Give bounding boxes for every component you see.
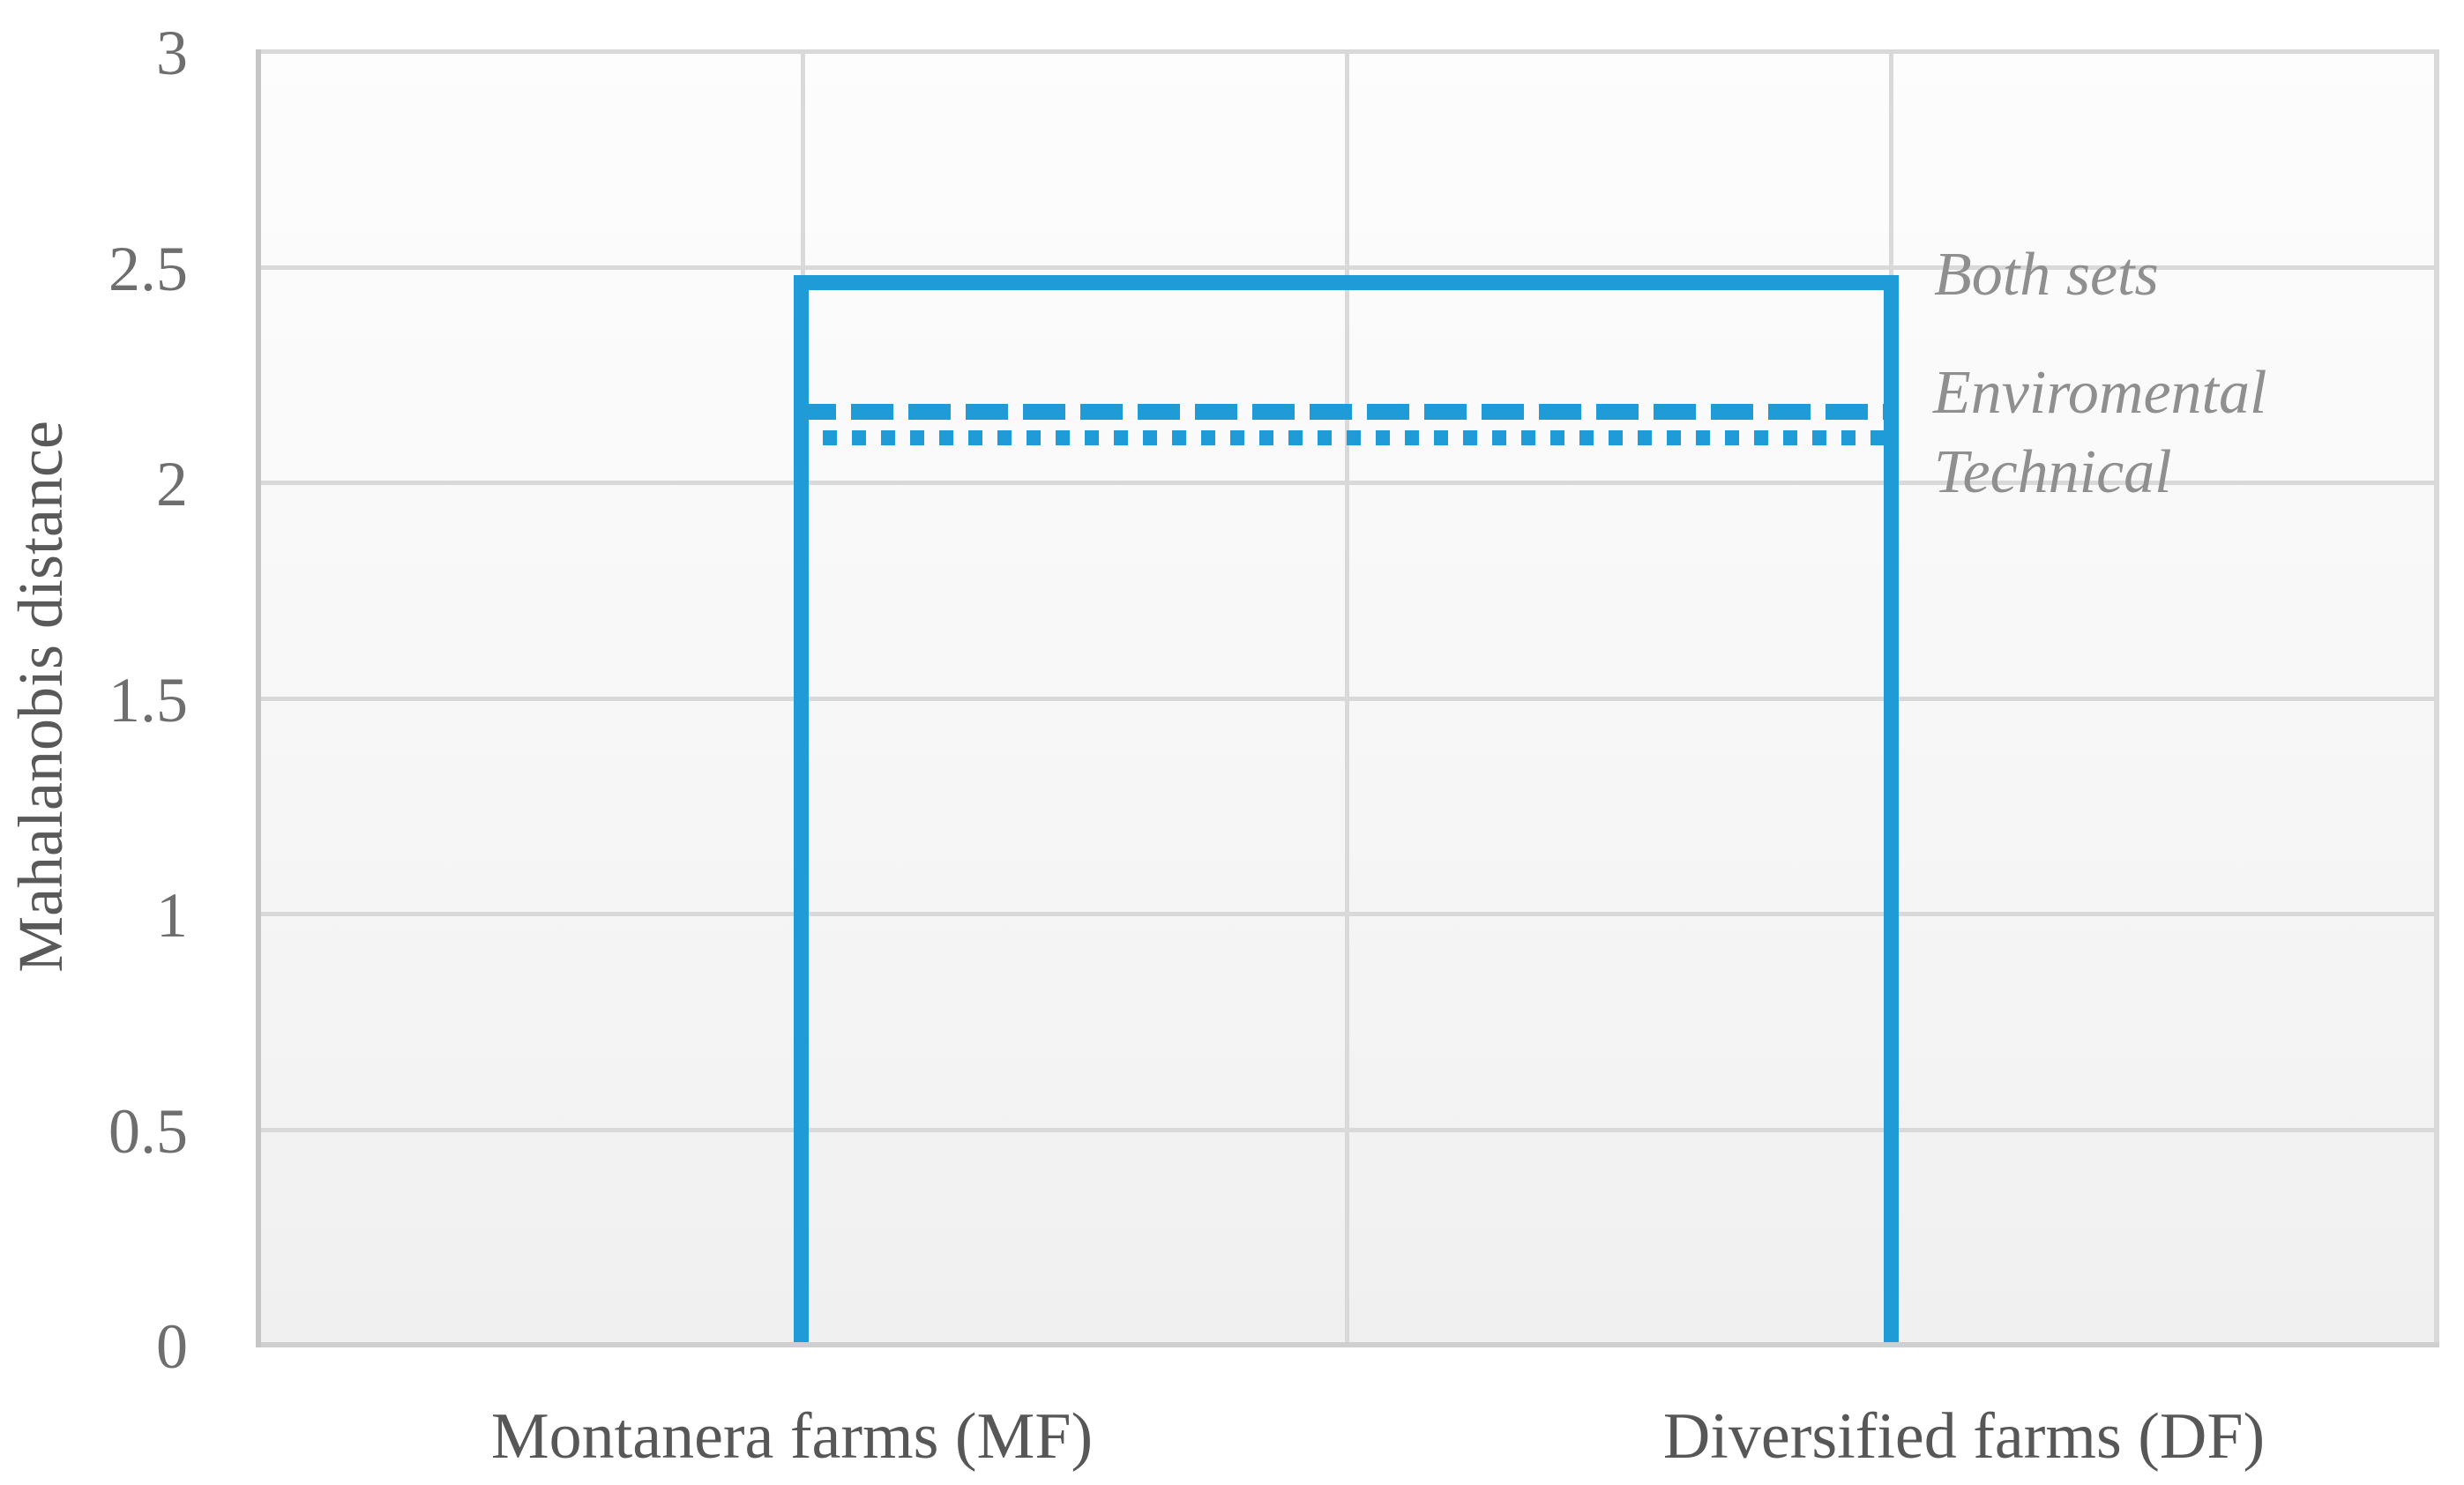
series-line-technical <box>794 430 1899 445</box>
series-drop-line-df <box>1884 275 1899 1342</box>
plot-right-border <box>2434 49 2439 1347</box>
y-tick-label-0-5: 0.5 <box>108 1096 188 1167</box>
series-label-both-sets: Both sets <box>1934 241 2159 309</box>
series-line-both-sets <box>794 275 1899 290</box>
y-tick-label-1: 1 <box>156 880 188 951</box>
y-axis-line <box>256 49 261 1347</box>
y-tick-label-1-5: 1.5 <box>108 665 188 735</box>
y-tick-label-0: 0 <box>156 1311 188 1382</box>
y-tick-label-3: 3 <box>156 18 188 88</box>
y-axis-title: Mahalanobis distance <box>5 421 76 973</box>
y-tick-label-2: 2 <box>156 449 188 519</box>
series-label-technical: Technical <box>1934 438 2172 506</box>
series-line-enviromental <box>794 404 1899 420</box>
series-drop-line-mf <box>794 275 809 1342</box>
x-axis-line <box>258 1342 2439 1347</box>
series-label-enviromental: Enviromental <box>1933 359 2267 427</box>
x-category-label-df: Diversified farms (DF) <box>1662 1400 2266 1473</box>
gridline-x-middle <box>1345 49 1349 1342</box>
x-category-label-mf: Montanera farms (MF) <box>490 1400 1094 1473</box>
y-tick-label-2-5: 2.5 <box>108 234 188 304</box>
plot-area <box>258 49 2439 1347</box>
